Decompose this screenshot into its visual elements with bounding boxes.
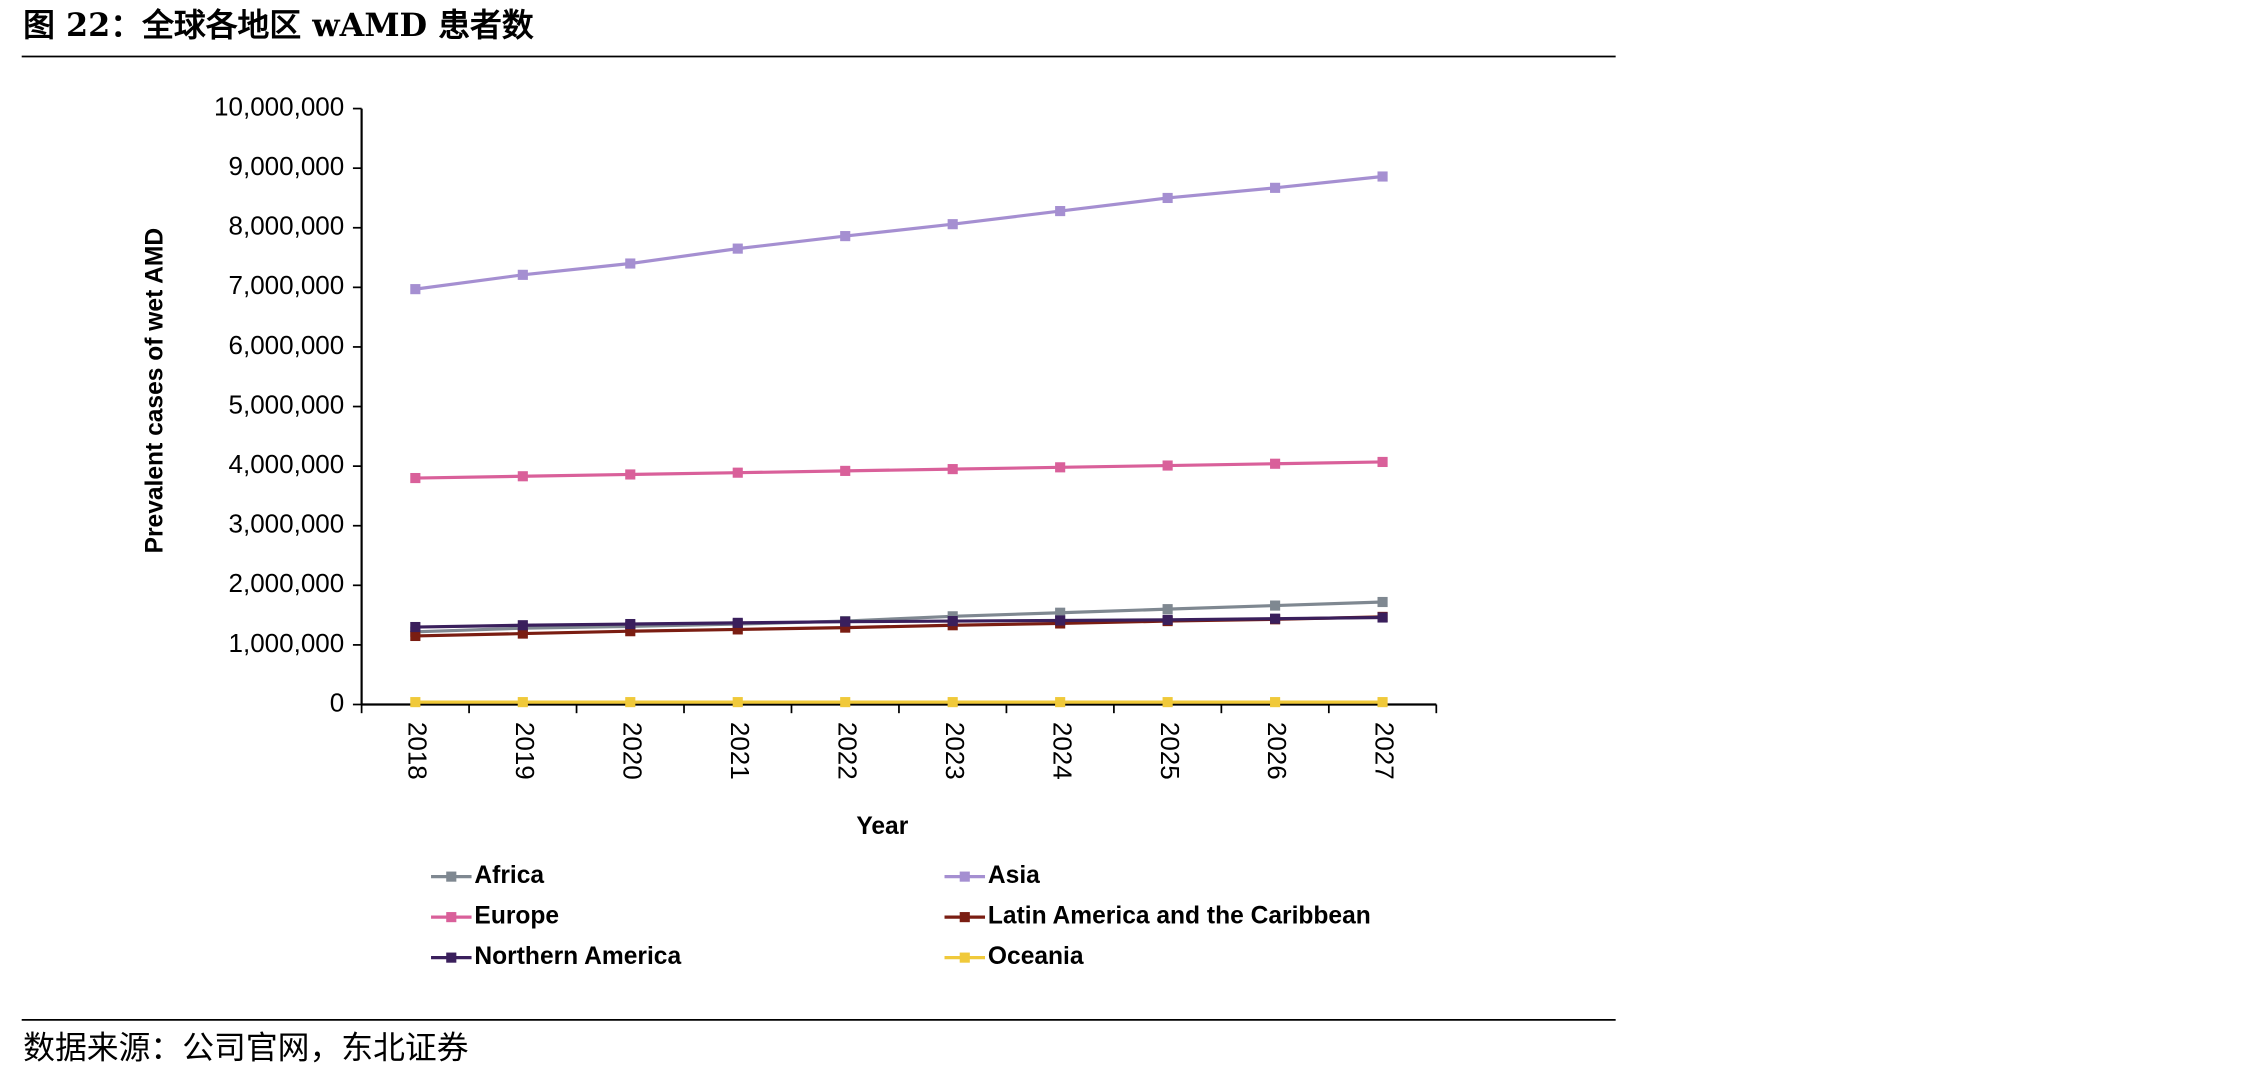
- y-tick-label: 1,000,000: [229, 628, 345, 658]
- legend-marker: [446, 912, 457, 923]
- x-axis-title: Year: [856, 813, 908, 840]
- x-tick-label: 2020: [617, 722, 647, 780]
- point-marker: [517, 628, 528, 639]
- point-marker: [1055, 462, 1066, 473]
- point-marker: [410, 284, 421, 295]
- x-tick-label: 2027: [1370, 722, 1400, 780]
- point-marker: [517, 269, 528, 280]
- x-tick-label: 2026: [1262, 722, 1292, 780]
- legend-label: Northern America: [474, 943, 681, 970]
- source: 数据来源：公司官网，东北证券: [23, 1029, 469, 1067]
- point-marker: [625, 626, 636, 637]
- point-marker: [947, 464, 958, 475]
- point-marker: [625, 469, 636, 480]
- point-marker: [840, 622, 851, 633]
- y-tick-label: 2,000,000: [229, 568, 345, 598]
- chart-title: 图 22：全球各地区 wAMD 患者数: [23, 6, 534, 44]
- legend-label: Europe: [474, 903, 559, 930]
- x-tick-label: 2021: [725, 722, 755, 780]
- point-marker: [1162, 192, 1173, 204]
- point-marker: [410, 697, 421, 708]
- point-marker: [732, 617, 743, 628]
- point-marker: [947, 219, 958, 230]
- point-marker: [1377, 612, 1388, 623]
- legend-marker: [446, 952, 457, 963]
- point-marker: [1377, 596, 1388, 608]
- point-marker: [1377, 171, 1388, 182]
- legend-label: Oceania: [988, 943, 1084, 970]
- point-marker: [517, 697, 528, 708]
- y-axis-title: Prevalent cases of wet AMD: [142, 228, 169, 554]
- point-marker: [1055, 607, 1066, 618]
- y-tick-label: 4,000,000: [229, 449, 345, 479]
- point-marker: [1270, 458, 1281, 469]
- legend-marker: [959, 871, 970, 882]
- point-marker: [947, 697, 958, 708]
- point-marker: [732, 697, 743, 708]
- point-marker: [840, 231, 851, 242]
- point-marker: [947, 616, 958, 627]
- y-tick-label: 6,000,000: [229, 330, 345, 360]
- point-marker: [732, 467, 743, 478]
- y-tick-label: 9,000,000: [229, 151, 345, 181]
- point-marker: [1377, 697, 1388, 708]
- x-tick-label: 2025: [1155, 722, 1185, 780]
- point-marker: [1270, 182, 1281, 193]
- point-marker: [732, 243, 743, 254]
- point-marker: [1270, 697, 1281, 708]
- series-line: [415, 460, 1383, 480]
- point-marker: [1055, 615, 1066, 626]
- series-line: [415, 600, 1383, 634]
- point-marker: [410, 630, 421, 642]
- legend-label: Africa: [474, 862, 544, 889]
- point-marker: [625, 697, 636, 708]
- point-marker: [1162, 460, 1173, 471]
- point-marker: [1055, 206, 1066, 217]
- point-marker: [1270, 613, 1281, 624]
- x-tick-label: 2024: [1047, 722, 1077, 780]
- series-line: [415, 615, 1383, 629]
- y-tick-label: 10,000,000: [214, 91, 344, 121]
- point-marker: [1162, 697, 1173, 708]
- series-line: [415, 174, 1383, 291]
- point-marker: [1270, 600, 1281, 611]
- y-tick-label: 3,000,000: [229, 509, 345, 539]
- legend-marker: [959, 912, 970, 923]
- y-tick-label: 5,000,000: [229, 389, 345, 419]
- point-marker: [840, 616, 851, 627]
- x-tick-label: 2018: [402, 722, 432, 780]
- point-marker: [1162, 604, 1173, 615]
- point-marker: [625, 618, 636, 630]
- point-marker: [840, 465, 851, 476]
- legend-marker: [959, 952, 970, 963]
- legend-marker: [446, 871, 457, 882]
- point-marker: [625, 258, 636, 269]
- point-marker: [1162, 614, 1173, 625]
- x-tick-label: 2023: [940, 722, 970, 780]
- point-marker: [517, 471, 528, 482]
- y-tick-label: 7,000,000: [229, 270, 345, 300]
- point-marker: [410, 621, 421, 633]
- point-marker: [1055, 697, 1066, 708]
- point-marker: [840, 697, 851, 708]
- point-marker: [732, 624, 743, 635]
- legend-label: Asia: [988, 862, 1040, 889]
- point-marker: [410, 472, 421, 484]
- y-tick-label: 0: [330, 687, 344, 717]
- point-marker: [1377, 456, 1388, 468]
- x-tick-label: 2019: [510, 722, 540, 780]
- legend-label: Latin America and the Caribbean: [988, 903, 1371, 930]
- point-marker: [517, 620, 528, 631]
- x-tick-label: 2022: [832, 722, 862, 780]
- y-tick-label: 8,000,000: [229, 211, 345, 241]
